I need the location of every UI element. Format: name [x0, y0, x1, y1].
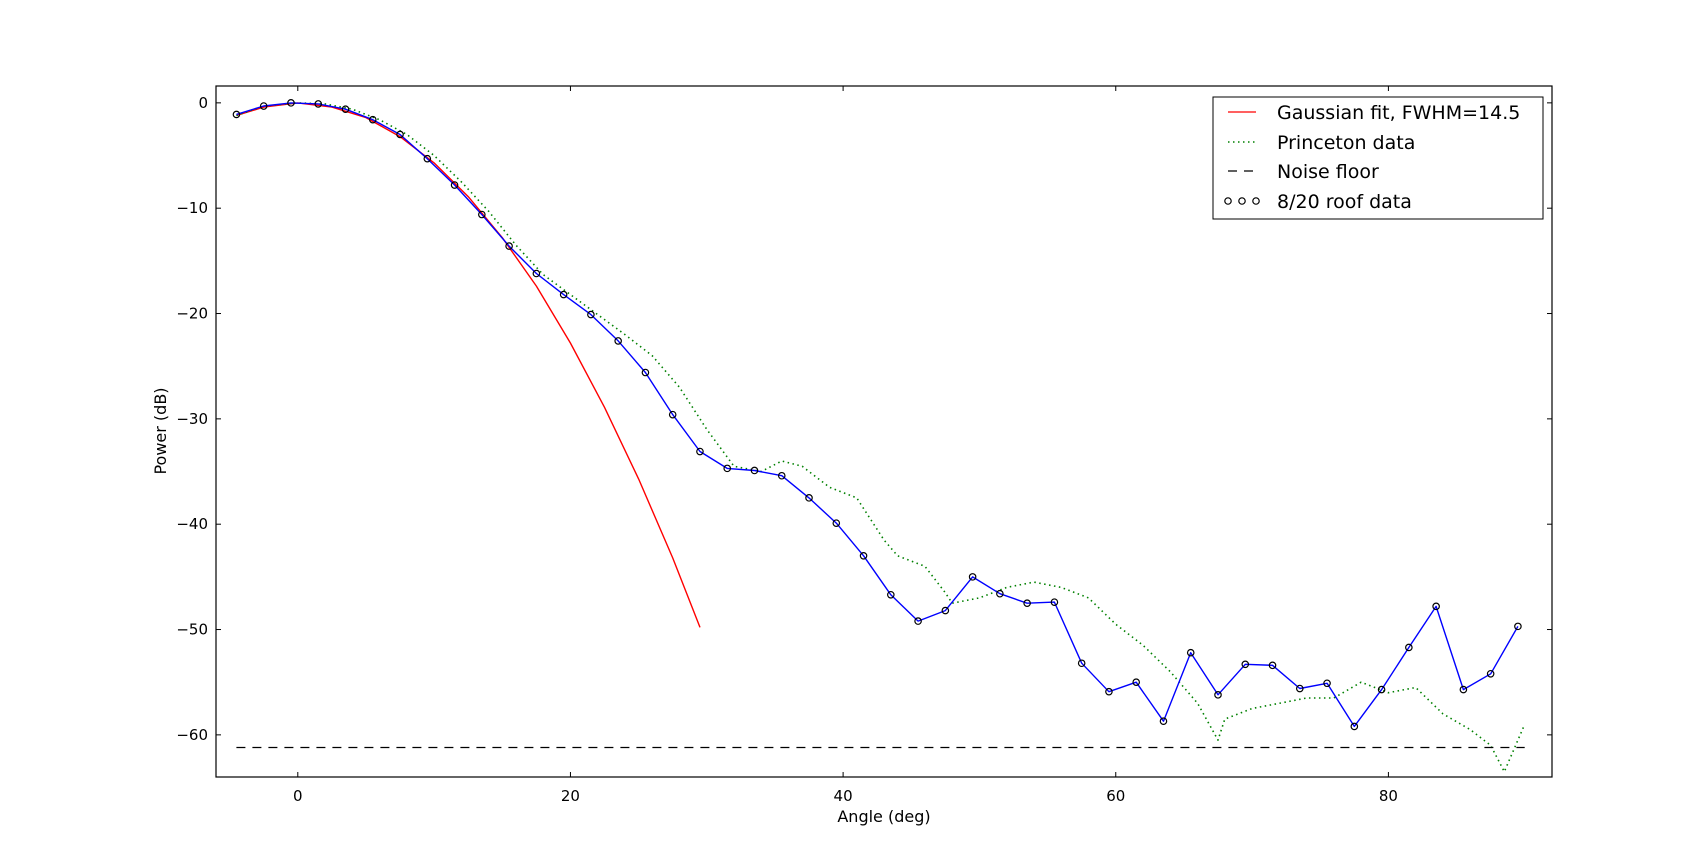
legend-label-noise-floor: Noise floor [1277, 161, 1379, 183]
data-point-marker [505, 242, 513, 250]
y-tick-label: 0 [198, 94, 208, 112]
series-line-8-20-roof-data [236, 102, 1519, 728]
data-point-marker [1186, 648, 1195, 657]
x-axis-label: Angle (deg) [837, 807, 930, 826]
data-point-marker [450, 181, 459, 189]
plot-frame [215, 85, 1553, 778]
data-point-marker [887, 590, 895, 599]
data-point-marker [341, 105, 350, 113]
legend-label-gaussian-fit: Gaussian fit, FWHM=14.5 [1277, 102, 1520, 124]
data-point-marker [1459, 685, 1468, 694]
data-point-marker [914, 617, 922, 625]
y-tick-label: −30 [176, 410, 208, 428]
data-point-marker [259, 102, 268, 110]
axis-ticks: 0 20 40 60 80 0 −10 −20 −30 −40 −50 −60 [176, 86, 1552, 805]
y-tick-label: −40 [176, 515, 208, 533]
series-line-princeton-data [236, 102, 1526, 773]
legend-label-princeton-data: Princeton data [1277, 132, 1415, 154]
data-point-marker [1377, 685, 1386, 694]
legend: Gaussian fit, FWHM=14.5 Princeton data N… [1212, 96, 1544, 220]
data-point-marker [587, 310, 595, 319]
data-point-marker [559, 290, 568, 299]
data-point-marker [1295, 684, 1304, 693]
data-point-marker [777, 471, 786, 480]
data-point-marker [941, 606, 950, 615]
x-tick-label: 60 [1106, 787, 1125, 805]
data-point-marker [478, 210, 486, 219]
data-point-marker [1077, 659, 1086, 668]
data-point-marker [1323, 679, 1331, 688]
x-tick-label: 40 [834, 787, 853, 805]
y-tick-label: −60 [176, 726, 208, 744]
legend-swatch-roof-data-marker [1224, 197, 1232, 205]
data-point-marker [1159, 717, 1168, 725]
legend-box [1212, 96, 1544, 220]
data-point-marker [1023, 599, 1031, 607]
y-tick-label: −10 [176, 199, 208, 217]
data-point-marker [1432, 602, 1440, 611]
data-point-marker [805, 494, 813, 502]
y-tick-label: −20 [176, 305, 208, 323]
data-point-marker [1268, 661, 1277, 670]
data-point-marker [1050, 598, 1059, 606]
data-point-marker [668, 410, 677, 419]
legend-label-roof-data: 8/20 roof data [1277, 191, 1412, 213]
data-point-marker [1486, 669, 1495, 678]
data-point-marker [1214, 691, 1222, 699]
data-point-marker [614, 337, 622, 345]
x-tick-label: 20 [561, 787, 580, 805]
plot-lines [232, 99, 1526, 773]
legend-swatch-roof-data-marker [1238, 197, 1246, 205]
data-point-marker [750, 466, 759, 475]
data-point-marker [287, 99, 295, 107]
data-point-marker [996, 589, 1004, 598]
data-point-marker [832, 519, 841, 527]
series-line-gaussian-fit-fwhm-14-5 [236, 102, 701, 628]
data-point-marker [423, 154, 432, 163]
data-point-marker [723, 464, 732, 473]
data-point-marker [368, 115, 377, 124]
data-point-marker [968, 573, 977, 581]
data-point-marker [1132, 678, 1141, 686]
data-point-marker [1514, 622, 1522, 631]
data-point-marker [532, 269, 541, 278]
data-point-marker [1350, 722, 1359, 731]
data-point-marker [641, 368, 650, 377]
data-point-marker [314, 100, 323, 108]
legend-swatch-roof-data-marker [1252, 197, 1260, 205]
data-point-marker [1405, 643, 1413, 652]
data-point-marker [1241, 660, 1250, 669]
x-tick-label: 80 [1379, 787, 1398, 805]
data-point-marker [396, 130, 404, 139]
data-point-marker [696, 447, 704, 456]
y-axis-label: Power (dB) [151, 387, 170, 474]
data-point-marker [232, 110, 241, 119]
data-point-marker [859, 551, 868, 560]
y-tick-label: −50 [176, 621, 208, 639]
data-point-marker [1105, 687, 1113, 696]
x-tick-label: 0 [293, 787, 303, 805]
